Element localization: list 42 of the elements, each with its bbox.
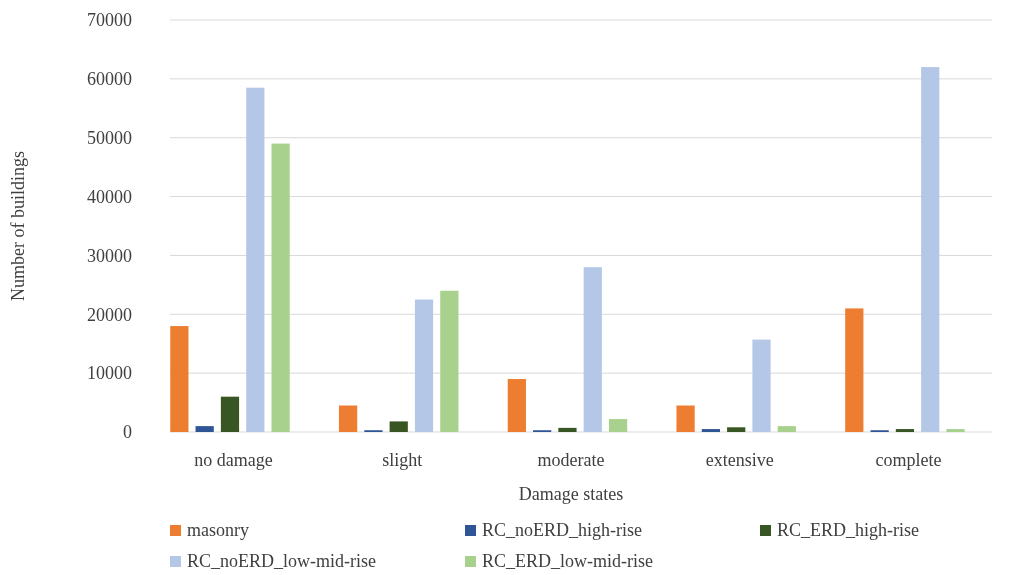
- y-tick-label: 0: [123, 422, 132, 443]
- x-tick-label: moderate: [537, 450, 605, 470]
- x-axis-title: Damage states: [518, 484, 624, 504]
- legend-label: RC_ERD_high-rise: [777, 520, 920, 540]
- x-tick-label: slight: [382, 450, 423, 470]
- y-axis-title: Number of buildings: [8, 151, 28, 301]
- y-tick-label: 40000: [87, 186, 132, 207]
- y-tick-label: 70000: [87, 10, 132, 31]
- bar: [676, 405, 695, 432]
- bar: [946, 429, 965, 432]
- bar: [895, 429, 915, 432]
- bar: [921, 67, 940, 432]
- bar: [558, 427, 577, 432]
- bar: [608, 419, 628, 432]
- bar: [507, 379, 526, 432]
- y-tick-label: 10000: [87, 363, 132, 384]
- bar: [170, 326, 189, 432]
- x-tick-label: complete: [875, 450, 942, 470]
- bar: [440, 290, 459, 432]
- bar: [727, 427, 746, 432]
- bar: [701, 429, 720, 432]
- bar: [246, 87, 265, 432]
- legend-label: RC_noERD_high-rise: [482, 520, 643, 540]
- x-tick-label: extensive: [705, 450, 774, 470]
- y-tick-label: 20000: [87, 304, 132, 325]
- legend-label: RC_ERD_low-mid-rise: [482, 551, 653, 571]
- bar: [583, 267, 602, 432]
- bar: [220, 396, 240, 432]
- bar: [414, 299, 434, 432]
- bar: [845, 308, 864, 432]
- y-tick-label: 30000: [87, 245, 132, 266]
- bar: [338, 405, 358, 432]
- bar: [271, 143, 290, 432]
- bar: [777, 426, 796, 432]
- legend-label: RC_noERD_low-mid-rise: [187, 551, 376, 571]
- x-tick-label: no damage: [194, 450, 273, 470]
- y-tick-label: 60000: [87, 69, 132, 90]
- y-tick-label: 50000: [87, 128, 132, 149]
- bar: [752, 339, 771, 432]
- bar: [195, 426, 214, 432]
- legend-label: masonry: [187, 520, 249, 540]
- bar: [389, 421, 408, 432]
